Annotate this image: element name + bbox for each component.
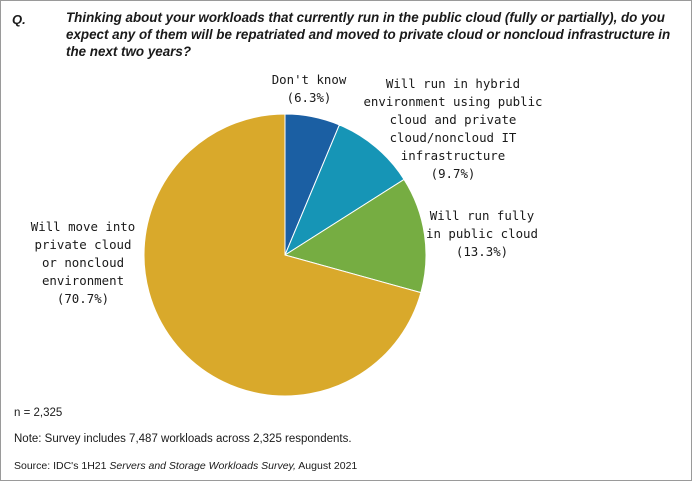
survey-question: Thinking about your workloads that curre… <box>66 10 671 59</box>
survey-note: Note: Survey includes 7,487 workloads ac… <box>14 433 352 445</box>
slice-hybrid-label: Will run in hybrid environment using publ… <box>363 76 542 181</box>
question-label: Q. <box>12 12 26 27</box>
slice-private-cloud <box>143 113 422 397</box>
source-prefix: Source: IDC's 1H21 <box>14 460 110 472</box>
slice-private-cloud-label: Will move into private cloud or noncloud en… <box>31 219 135 306</box>
source-citation: Source: IDC's 1H21 Servers and Storage W… <box>14 460 357 472</box>
pie-labels: Don't know (6.3%) Will run in hybrid enviro… <box>31 72 543 306</box>
pie-slices <box>143 113 427 397</box>
slice-dont-know-label: Don't know (6.3%) <box>272 72 347 105</box>
sample-size: n = 2,325 <box>14 407 63 419</box>
slice-public-cloud-label: Will run fully in public cloud (13.3%) <box>426 208 538 259</box>
slice-hybrid <box>283 124 405 257</box>
source-title: Servers and Storage Workloads Survey, <box>109 460 296 472</box>
source-suffix: August 2021 <box>295 460 358 472</box>
